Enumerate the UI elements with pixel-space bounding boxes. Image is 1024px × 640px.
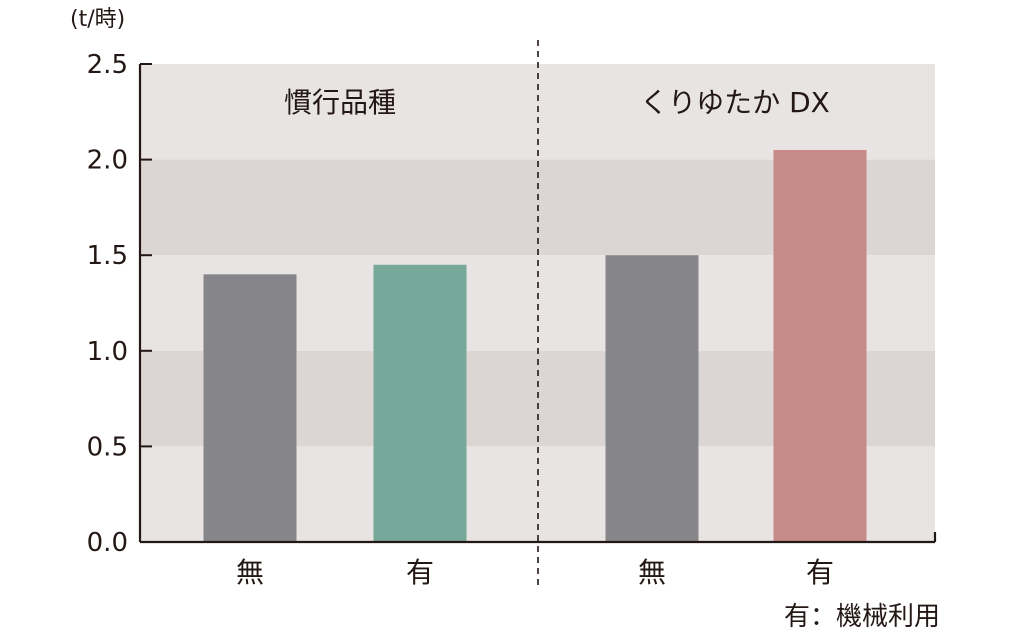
y-tick-label: 2.5	[87, 50, 128, 80]
y-tick-label: 1.0	[87, 337, 128, 367]
group-labels: 慣行品種 くりゆたか DX	[284, 86, 830, 119]
bar	[203, 274, 297, 542]
group-label: くりゆたか DX	[640, 86, 830, 119]
category-labels: 無有無有	[236, 556, 834, 589]
y-tick-labels: 0.0 0.5 1.0 1.5 2.0 2.5	[87, 50, 128, 558]
y-tick-label: 0.0	[87, 528, 128, 558]
category-label: 無	[638, 556, 666, 589]
category-label: 有	[406, 556, 434, 589]
y-tick-label: 2.0	[87, 146, 128, 176]
y-tick-label: 0.5	[87, 432, 128, 462]
y-tick-label: 1.5	[87, 241, 128, 271]
group-label: 慣行品種	[284, 86, 396, 119]
bar	[773, 150, 867, 543]
bars	[203, 150, 867, 543]
bar	[605, 255, 699, 542]
legend-note: 有：機械利用	[784, 602, 940, 632]
category-label: 有	[806, 556, 834, 589]
category-label: 無	[236, 556, 264, 589]
bar	[373, 264, 467, 542]
axes	[138, 63, 937, 544]
y-unit-label: (t/時)	[70, 7, 125, 32]
